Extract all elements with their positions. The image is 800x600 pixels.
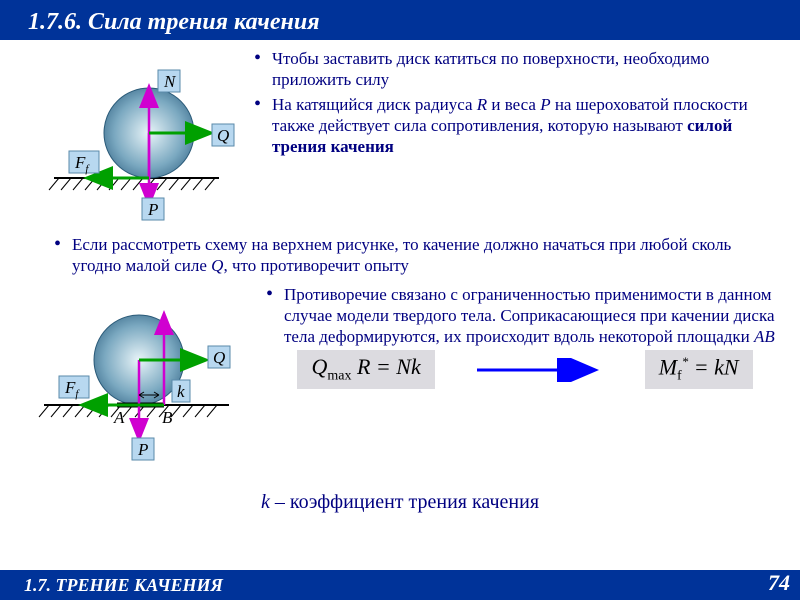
fig2-Q: Q	[213, 348, 225, 367]
figure-1: N Q Ff P	[14, 48, 244, 223]
bullets-bottom: Противоречие связано с ограниченностью п…	[264, 284, 786, 475]
bullets-top: Чтобы заставить диск катиться по поверхн…	[244, 48, 786, 228]
fig1-N: N	[163, 72, 177, 91]
bullet-mid: Если рассмотреть схему на верхнем рисунк…	[52, 234, 762, 277]
row-bottom: Q Ff P k A B Противоречие связано с огра…	[14, 284, 786, 475]
formula-row: Qmax R = Nk Mf* = kN	[264, 350, 786, 389]
footer-section: 1.7. ТРЕНИЕ КАЧЕНИЯ	[24, 575, 223, 596]
slide-content: N Q Ff P Чтобы заставить диск катиться п…	[0, 40, 800, 514]
middle-bullet: Если рассмотреть схему на верхнем рисунк…	[14, 228, 786, 282]
slide-header: 1.7.6. Сила трения качения	[0, 0, 800, 40]
slide-title: 1.7.6. Сила трения качения	[28, 9, 320, 35]
bullet-bottom: Противоречие связано с ограниченностью п…	[264, 284, 786, 348]
figure-2-area: Q Ff P k A B	[14, 284, 264, 475]
formula-2: Mf* = kN	[645, 350, 753, 389]
fig2-k: k	[177, 382, 185, 401]
slide-footer: 1.7. ТРЕНИЕ КАЧЕНИЯ	[0, 570, 800, 600]
bullet-1: Чтобы заставить диск катиться по поверхн…	[252, 48, 786, 91]
page-number: 74	[768, 570, 790, 596]
figure-1-area: N Q Ff P	[14, 48, 244, 228]
coefficient-line: k – коэффициент трения качения	[14, 491, 786, 514]
fig2-B: B	[162, 408, 173, 427]
fig1-P: P	[147, 200, 158, 219]
fig2-P: P	[137, 440, 148, 459]
fig2-A: A	[113, 408, 125, 427]
bullet-2: На катящийся диск радиуса R и веса P на …	[252, 94, 786, 158]
figure-2: Q Ff P k A B	[14, 290, 264, 470]
fig1-Q: Q	[217, 126, 229, 145]
arrow-icon	[475, 358, 605, 382]
formula-1: Qmax R = Nk	[297, 350, 434, 388]
row-top: N Q Ff P Чтобы заставить диск катиться п…	[14, 48, 786, 228]
